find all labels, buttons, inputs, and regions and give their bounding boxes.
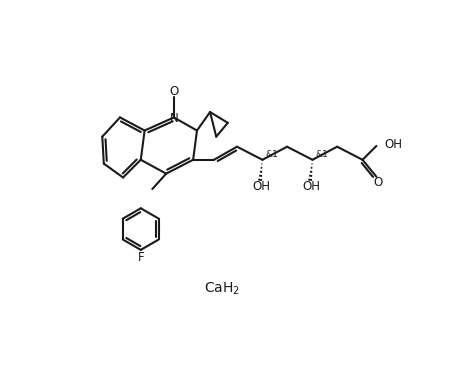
Text: OH: OH	[302, 180, 320, 193]
Text: O: O	[169, 85, 179, 98]
Text: CaH$_2$: CaH$_2$	[204, 281, 240, 297]
Text: N: N	[170, 112, 179, 125]
Text: &1: &1	[265, 150, 278, 159]
Text: O: O	[373, 176, 383, 189]
Text: OH: OH	[252, 180, 270, 193]
Text: OH: OH	[384, 138, 402, 151]
Text: F: F	[137, 251, 144, 264]
Text: &1: &1	[315, 150, 328, 159]
